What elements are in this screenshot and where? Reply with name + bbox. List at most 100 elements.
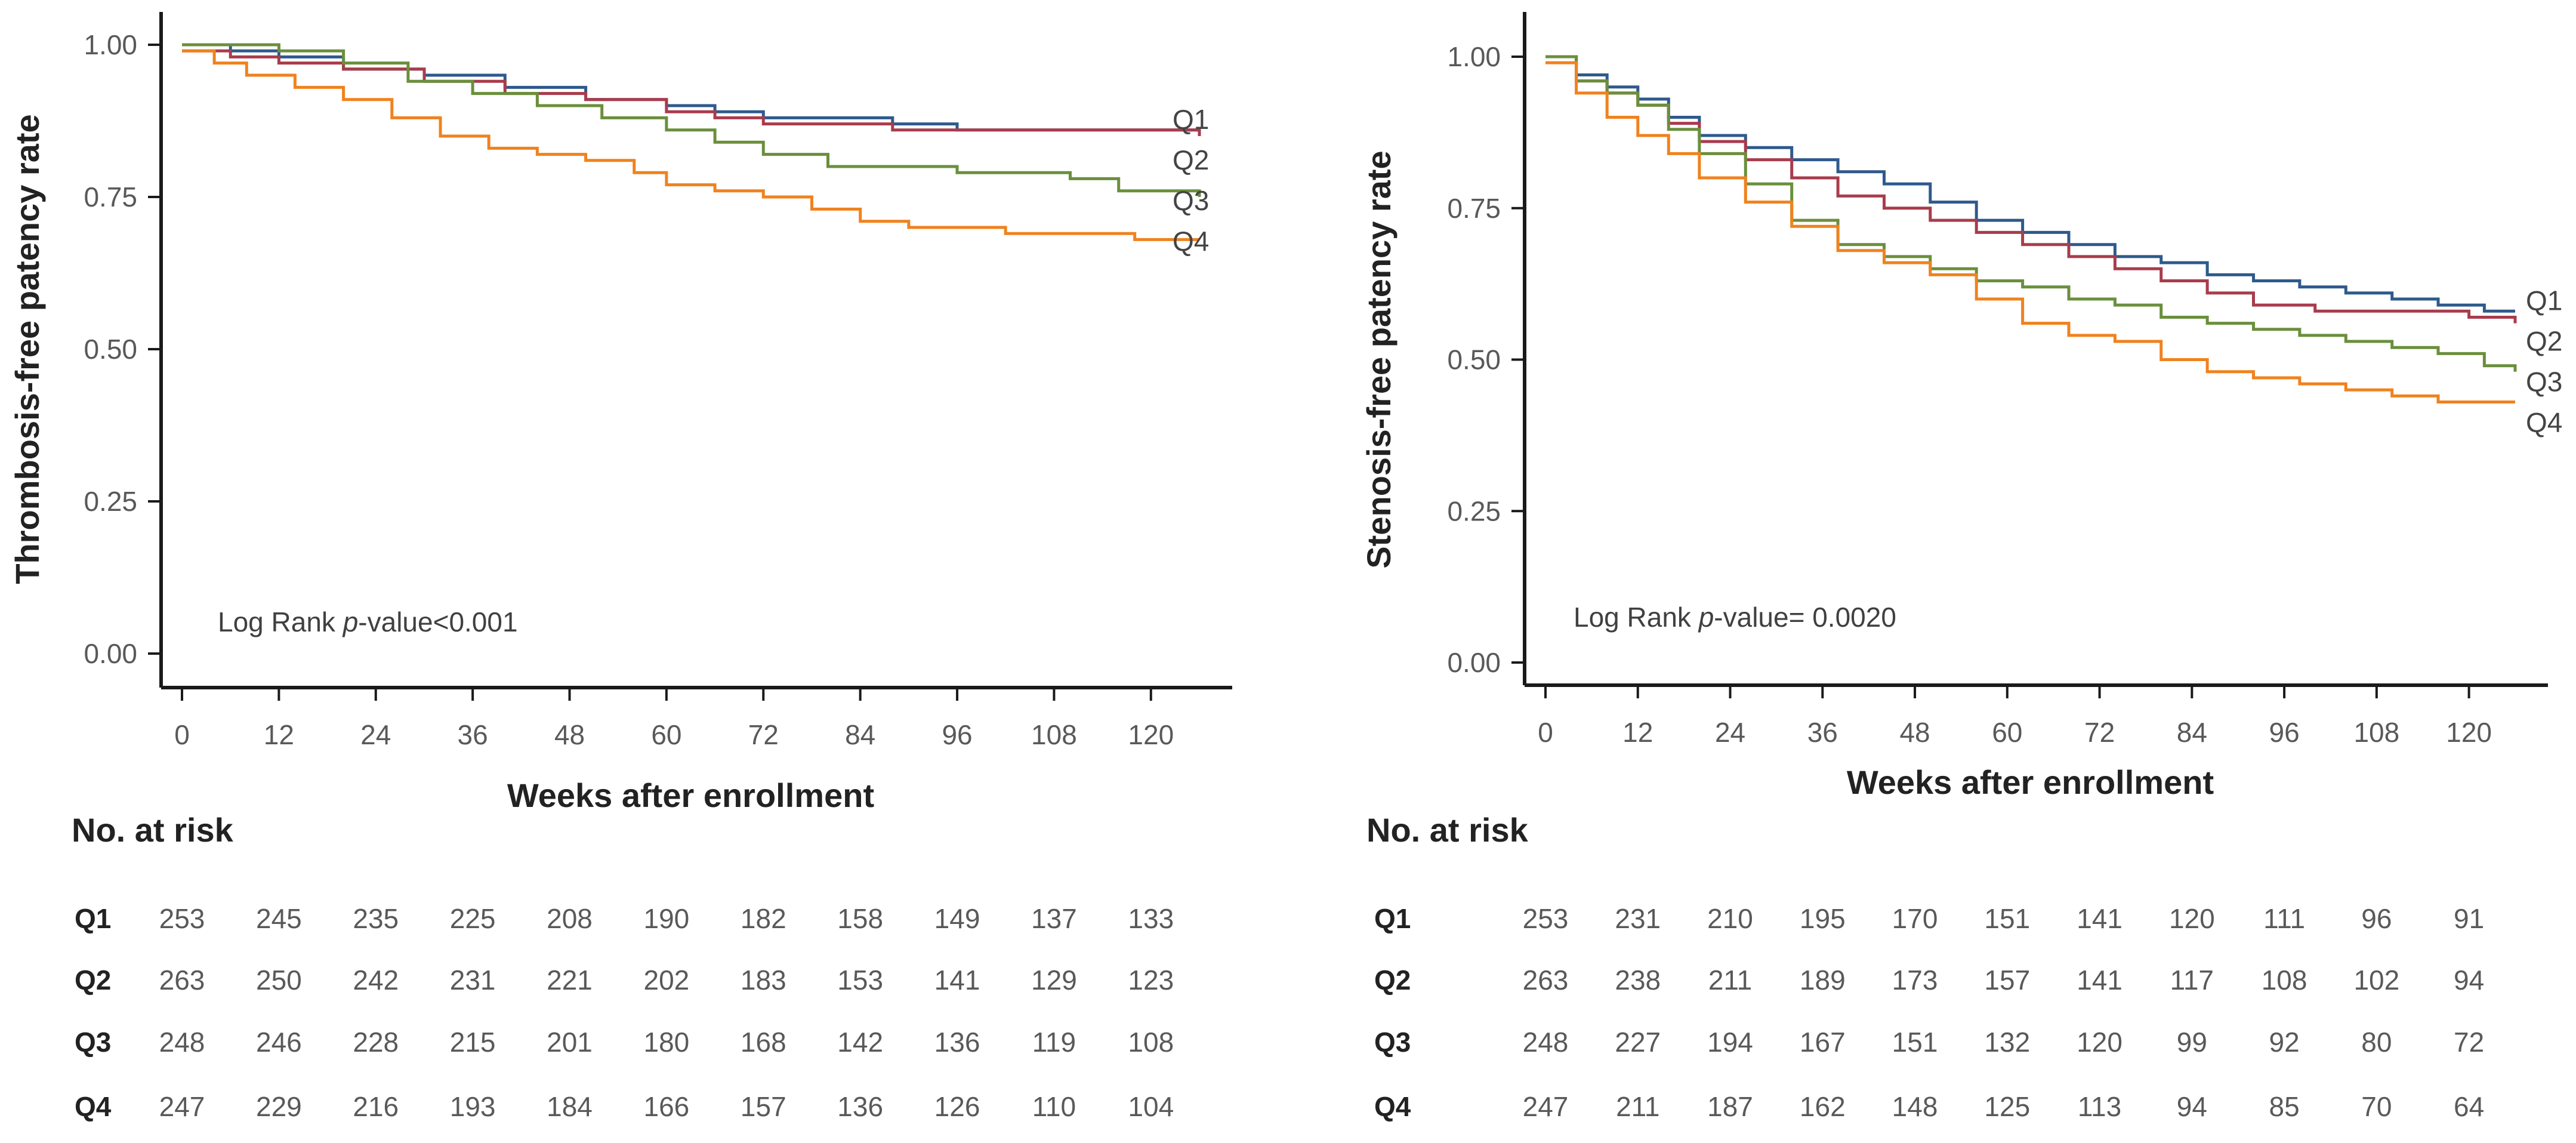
risk-cell: 149 bbox=[934, 903, 980, 934]
risk-cell: 227 bbox=[1615, 1027, 1661, 1058]
risk-cell: 168 bbox=[741, 1027, 786, 1058]
risk-cell: 242 bbox=[353, 965, 399, 996]
risk-cell: 92 bbox=[2269, 1027, 2300, 1058]
risk-cell: 167 bbox=[1800, 1027, 1846, 1058]
risk-row-label: Q4 bbox=[75, 1091, 112, 1122]
risk-row-label: Q1 bbox=[75, 903, 111, 934]
risk-cell: 221 bbox=[547, 965, 593, 996]
series-label-q2: Q2 bbox=[2526, 325, 2562, 356]
risk-cell: 248 bbox=[1523, 1027, 1569, 1058]
x-tick-label: 48 bbox=[1899, 717, 1930, 748]
x-tick-label: 108 bbox=[1031, 719, 1077, 750]
series-line-q3 bbox=[1545, 55, 2517, 372]
risk-cell: 136 bbox=[934, 1027, 980, 1058]
risk-cell: 253 bbox=[159, 903, 205, 934]
risk-cell: 170 bbox=[1892, 903, 1938, 934]
series-line-q4 bbox=[1545, 61, 2515, 403]
x-axis-title: Weeks after enrollment bbox=[507, 777, 874, 814]
y-axis-title: Stenosis-free patency rate bbox=[1360, 150, 1397, 568]
series-label-q1: Q1 bbox=[2526, 285, 2562, 316]
x-tick-label: 60 bbox=[651, 719, 681, 750]
risk-cell: 216 bbox=[353, 1091, 399, 1122]
risk-cell: 99 bbox=[2177, 1027, 2207, 1058]
risk-cell: 247 bbox=[159, 1091, 205, 1122]
risk-cell: 158 bbox=[837, 903, 883, 934]
risk-cell: 250 bbox=[256, 965, 302, 996]
series-label-q4: Q4 bbox=[2526, 406, 2562, 438]
y-tick-label: 1.00 bbox=[84, 29, 137, 60]
risk-cell: 211 bbox=[1708, 965, 1752, 996]
risk-cell: 148 bbox=[1892, 1091, 1938, 1122]
y-tick-label: 0.25 bbox=[1447, 495, 1501, 526]
risk-cell: 108 bbox=[2262, 965, 2307, 996]
risk-cell: 194 bbox=[1707, 1027, 1753, 1058]
risk-cell: 153 bbox=[837, 965, 883, 996]
risk-cell: 245 bbox=[256, 903, 302, 934]
risk-cell: 231 bbox=[450, 965, 496, 996]
risk-cell: 193 bbox=[450, 1091, 496, 1122]
y-axis-title: Thrombosis-free patency rate bbox=[8, 114, 46, 584]
y-tick-label: 0.50 bbox=[1447, 344, 1501, 375]
series-label-q3: Q3 bbox=[2526, 366, 2562, 397]
y-tick-label: 0.75 bbox=[1447, 193, 1501, 224]
y-tick-label: 0.00 bbox=[84, 638, 137, 669]
risk-cell: 136 bbox=[837, 1091, 883, 1122]
risk-cell: 70 bbox=[2361, 1091, 2392, 1122]
risk-cell: 120 bbox=[2169, 903, 2215, 934]
risk-cell: 125 bbox=[1984, 1091, 2030, 1122]
risk-cell: 202 bbox=[644, 965, 690, 996]
risk-cell: 228 bbox=[353, 1027, 399, 1058]
x-tick-label: 96 bbox=[942, 719, 972, 750]
risk-cell: 235 bbox=[353, 903, 399, 934]
risk-cell: 151 bbox=[1892, 1027, 1938, 1058]
risk-cell: 189 bbox=[1800, 965, 1846, 996]
risk-cell: 141 bbox=[2077, 965, 2122, 996]
risk-cell: 141 bbox=[2077, 903, 2122, 934]
annotation-prefix: Log Rank bbox=[218, 606, 343, 637]
risk-row-label: Q3 bbox=[1374, 1027, 1411, 1058]
risk-row-label: Q2 bbox=[75, 965, 111, 996]
risk-cell: 162 bbox=[1800, 1091, 1846, 1122]
risk-cell: 91 bbox=[2454, 903, 2484, 934]
y-tick-label: 0.00 bbox=[1447, 647, 1501, 678]
thrombosis-panel: 0.00 0.25 0.50 0.75 1.00 0 12 24 36 48 60 72 84 96 108… bbox=[8, 12, 1232, 1122]
y-tick-label: 1.00 bbox=[1447, 41, 1501, 72]
y-tick-label: 0.25 bbox=[84, 486, 137, 517]
risk-cell: 190 bbox=[644, 903, 690, 934]
y-tick-label: 0.75 bbox=[84, 181, 137, 212]
risk-cell: 183 bbox=[741, 965, 786, 996]
risk-cell: 187 bbox=[1707, 1091, 1753, 1122]
log-rank-annotation: Log Rank p-value= 0.0020 bbox=[1574, 602, 1896, 633]
x-tick-label: 12 bbox=[1622, 717, 1653, 748]
risk-cell: 208 bbox=[547, 903, 593, 934]
series-line-q3 bbox=[182, 43, 1201, 197]
risk-cell: 248 bbox=[159, 1027, 205, 1058]
stenosis-panel: 0.00 0.25 0.50 0.75 1.00 0 12 24 36 48 60 72 84 96 108… bbox=[1360, 12, 2562, 1122]
x-tick-label: 108 bbox=[2353, 717, 2399, 748]
risk-cell: 110 bbox=[1032, 1091, 1076, 1122]
x-tick-label: 120 bbox=[1128, 719, 1174, 750]
risk-row-label: Q2 bbox=[1374, 965, 1411, 996]
risk-cell: 85 bbox=[2269, 1091, 2300, 1122]
risk-cell: 119 bbox=[1032, 1027, 1076, 1058]
x-tick-label: 24 bbox=[360, 719, 391, 750]
series-line-q2 bbox=[182, 49, 1201, 136]
x-tick-label: 48 bbox=[554, 719, 585, 750]
risk-cell: 137 bbox=[1031, 903, 1077, 934]
series-label-q2: Q2 bbox=[1173, 144, 1209, 175]
risk-cell: 157 bbox=[1984, 965, 2030, 996]
risk-cell: 151 bbox=[1984, 903, 2030, 934]
x-tick-label: 96 bbox=[2269, 717, 2300, 748]
risk-cell: 215 bbox=[450, 1027, 496, 1058]
risk-cell: 126 bbox=[934, 1091, 980, 1122]
risk-cell: 157 bbox=[741, 1091, 786, 1122]
risk-cell: 247 bbox=[1523, 1091, 1569, 1122]
x-tick-label: 72 bbox=[748, 719, 779, 750]
risk-cell: 231 bbox=[1615, 903, 1661, 934]
x-axis-title: Weeks after enrollment bbox=[1847, 763, 2214, 801]
risk-cell: 72 bbox=[2454, 1027, 2484, 1058]
risk-cell: 141 bbox=[934, 965, 980, 996]
annotation-suffix: -value= 0.0020 bbox=[1714, 602, 1896, 633]
risk-row-label: Q1 bbox=[1374, 903, 1411, 934]
risk-cell: 113 bbox=[2078, 1091, 2121, 1122]
